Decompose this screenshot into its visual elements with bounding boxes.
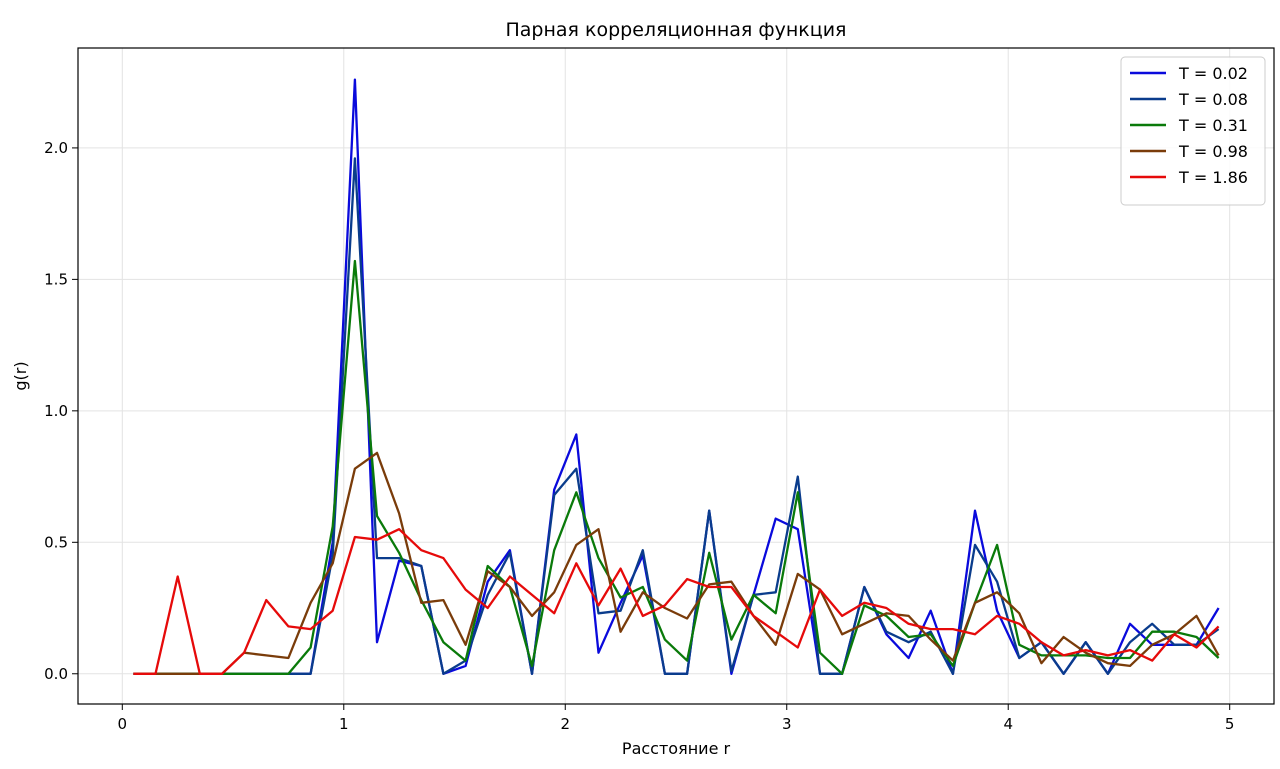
y-tick-label: 2.0: [44, 139, 68, 157]
chart-title: Парная корреляционная функция: [506, 19, 847, 41]
legend-label-5: T = 1.86: [1178, 168, 1248, 187]
x-tick-label: 2: [560, 715, 570, 733]
x-tick-label: 5: [1225, 715, 1235, 733]
y-tick-label: 1.5: [44, 270, 68, 288]
x-tick-label: 4: [1003, 715, 1013, 733]
axis-ticks: 0 1 2 3 4 5 0.0 0.5 1.0 1.5 2.0: [44, 139, 1234, 733]
y-tick-label: 0.0: [44, 665, 68, 683]
x-tick-label: 0: [118, 715, 128, 733]
series-line-3: [133, 259, 1220, 675]
x-axis-label: Расстояние r: [622, 739, 731, 758]
series-line-1: [133, 78, 1220, 675]
legend-box: [1120, 56, 1266, 206]
legend-label-1: T = 0.02: [1178, 64, 1248, 83]
plot-frame: [77, 47, 1275, 705]
legend: T = 0.02 T = 0.08 T = 0.31 T = 0.98 T = 1.86: [1120, 56, 1266, 206]
legend-label-2: T = 0.08: [1178, 90, 1248, 109]
x-tick-label: 1: [339, 715, 349, 733]
x-tick-label: 3: [782, 715, 792, 733]
y-tick-label: 1.0: [44, 402, 68, 420]
y-tick-label: 0.5: [44, 533, 68, 551]
legend-label-3: T = 0.31: [1178, 116, 1248, 135]
grid: [78, 48, 1274, 704]
series-line-2: [133, 157, 1220, 675]
series-lines: [133, 78, 1220, 675]
legend-label-4: T = 0.98: [1178, 142, 1248, 161]
series-line-5: [133, 528, 1220, 675]
series-line-4: [133, 451, 1220, 675]
y-axis-label: g(r): [11, 361, 30, 390]
